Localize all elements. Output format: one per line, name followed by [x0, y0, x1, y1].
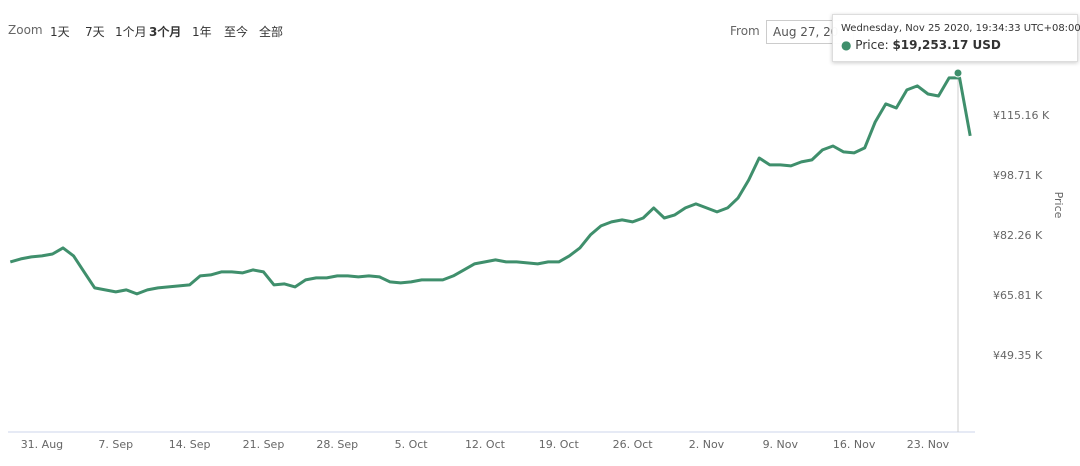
zoom-button[interactable]: 3个月: [149, 25, 182, 39]
zoom-label: Zoom: [8, 23, 43, 37]
tooltip-date: Wednesday, Nov 25 2020, 19:34:33 UTC+08:…: [841, 23, 1080, 34]
y-tick-label: ¥49.35 K: [993, 349, 1043, 362]
zoom-button[interactable]: 至今: [224, 25, 249, 39]
x-tick-label: 9. Nov: [763, 438, 799, 451]
y-axis-title: Price: [1052, 192, 1065, 219]
zoom-button[interactable]: 7天: [85, 25, 105, 39]
price-line: [9, 76, 972, 296]
y-tick-label: ¥98.71 K: [993, 169, 1043, 182]
zoom-button[interactable]: 1年: [192, 25, 212, 39]
tooltip-value: $19,253.17 USD: [892, 38, 1001, 52]
from-label: From: [730, 24, 760, 38]
zoom-button[interactable]: 全部: [259, 25, 284, 39]
x-tick-label: 14. Sep: [169, 438, 211, 451]
x-tick-label: 5. Oct: [395, 438, 429, 451]
zoom-button[interactable]: 1个月: [115, 25, 147, 39]
x-tick-label: 23. Nov: [907, 438, 950, 451]
tooltip-row: ● Price: $19,253.17 USD: [841, 38, 1001, 52]
x-tick-label: 31. Aug: [21, 438, 63, 451]
y-tick-label: ¥82.26 K: [993, 229, 1043, 242]
x-tick-label: 12. Oct: [465, 438, 506, 451]
x-tick-label: 21. Sep: [243, 438, 285, 451]
hover-marker: [953, 68, 963, 78]
x-tick-label: 7. Sep: [98, 438, 133, 451]
x-tick-label: 16. Nov: [833, 438, 876, 451]
x-tick-label: 2. Nov: [689, 438, 725, 451]
y-tick-label: ¥65.81 K: [993, 289, 1043, 302]
zoom-button[interactable]: 1天: [50, 25, 70, 39]
tooltip: Wednesday, Nov 25 2020, 19:34:33 UTC+08:…: [832, 14, 1080, 62]
tooltip-label: Price:: [855, 38, 889, 52]
y-tick-label: ¥115.16 K: [993, 109, 1050, 122]
x-tick-label: 19. Oct: [539, 438, 580, 451]
x-tick-label: 26. Oct: [613, 438, 654, 451]
x-tick-label: 28. Sep: [316, 438, 358, 451]
